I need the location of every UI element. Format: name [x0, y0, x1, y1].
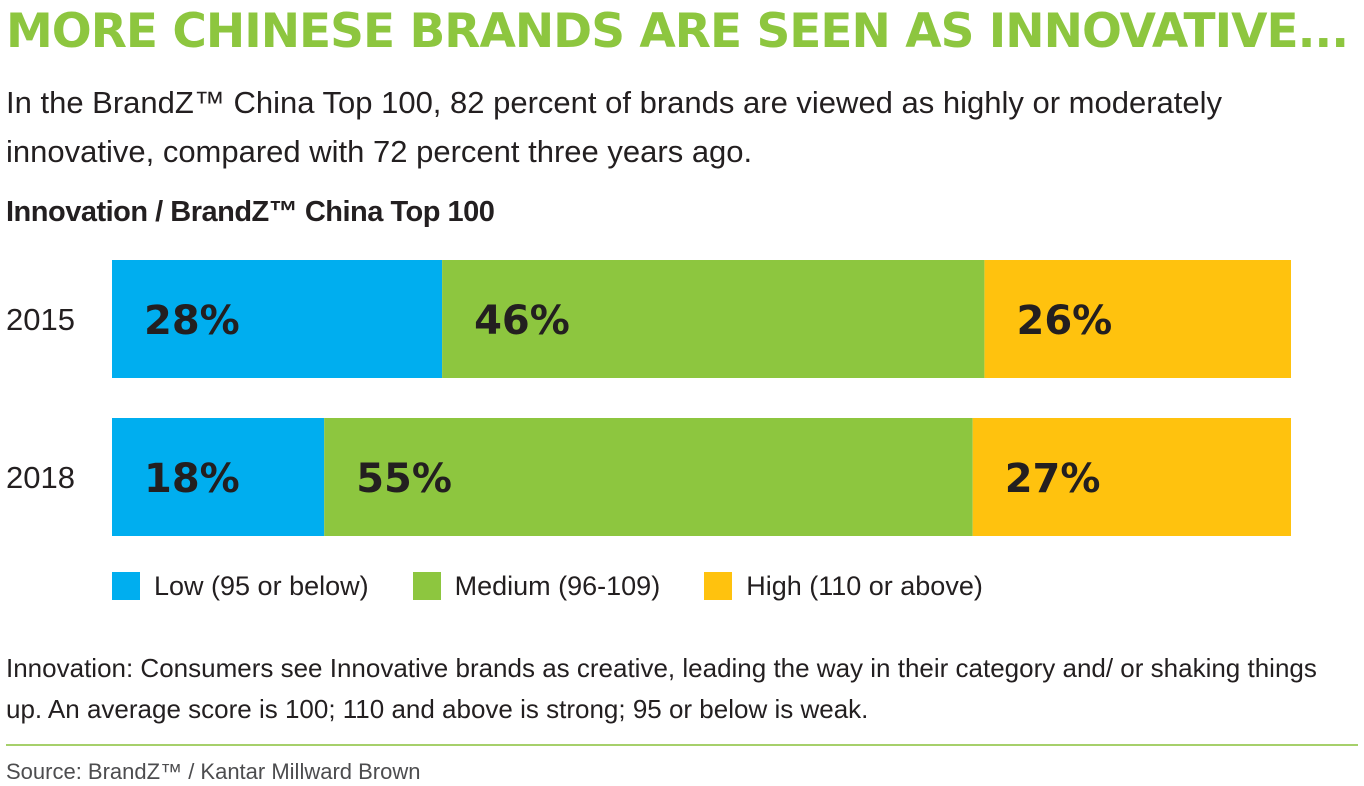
subhead: In the BrandZ™ China Top 100, 82 percent… — [6, 85, 1223, 169]
stacked-bar-chart: 2015 28% 46% 26% 2018 18% 55% 27% — [6, 260, 1291, 536]
data-label-high-2018: 27% — [1005, 456, 1101, 502]
year-label-2018: 2018 — [6, 460, 75, 495]
year-label-2015: 2015 — [6, 302, 75, 337]
chart-legend: Low (95 or below) Medium (96-109) High (… — [112, 566, 1027, 606]
bar-medium-2015 — [442, 260, 985, 378]
divider-rule — [6, 744, 1358, 746]
legend-label-medium: Medium (96-109) — [454, 570, 661, 601]
source-line: Source: BrandZ™ / Kantar Millward Brown — [6, 759, 421, 784]
bar-low-2018 — [112, 418, 325, 536]
bar-high-2015 — [984, 260, 1291, 378]
data-label-low-2015: 28% — [144, 298, 240, 344]
legend-swatch-high — [704, 572, 733, 600]
legend-item-high: High (110 or above) — [704, 571, 983, 602]
legend-swatch-medium — [412, 572, 441, 600]
bar-low-2015 — [112, 260, 443, 378]
legend-label-high: High (110 or above) — [746, 570, 983, 601]
legend-item-low: Low (95 or below) — [112, 571, 369, 602]
data-label-medium-2015: 46% — [474, 298, 570, 344]
data-label-medium-2018: 55% — [356, 456, 452, 502]
legend-label-low: Low (95 or below) — [154, 570, 369, 601]
bar-medium-2018 — [324, 418, 973, 536]
headline: MORE CHINESE BRANDS ARE SEEN AS INNOVATI… — [6, 4, 1349, 59]
legend-item-medium: Medium (96-109) — [412, 570, 661, 602]
chart-title: Innovation / BrandZ™ China Top 100 — [6, 196, 495, 228]
innovation-definition-note: Innovation: Consumers see Innovative bra… — [6, 653, 1317, 724]
data-label-high-2015: 26% — [1017, 298, 1113, 344]
legend-swatch-low — [112, 572, 140, 600]
bar-high-2018 — [972, 418, 1291, 536]
data-label-low-2018: 18% — [144, 456, 240, 502]
